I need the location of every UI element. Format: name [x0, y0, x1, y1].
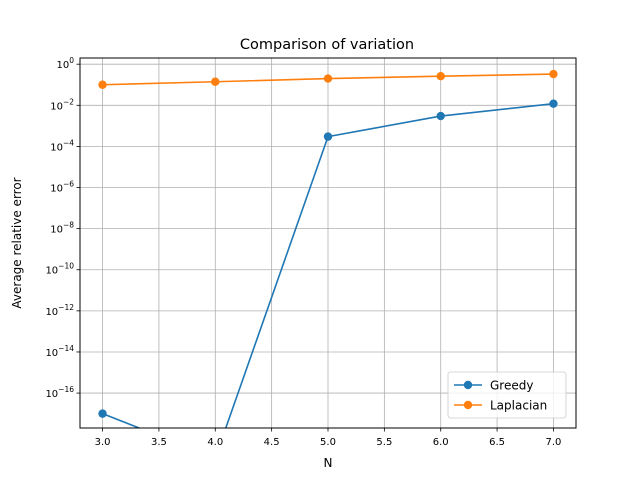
- chart-title: Comparison of variation: [240, 37, 414, 53]
- laplacian-point: [436, 72, 445, 81]
- plot-clip-group: [98, 69, 558, 428]
- x-tick-label: 5.0: [320, 437, 336, 448]
- y-tick-label: 100: [56, 56, 74, 71]
- laplacian-point: [98, 80, 107, 89]
- y-tick-exponent: 0: [69, 56, 74, 65]
- y-tick-exponent: −6: [63, 180, 74, 189]
- y-tick-label: 10−16: [45, 385, 74, 400]
- y-tick-mantissa: 10: [45, 307, 58, 318]
- y-tick-exponent: −14: [58, 344, 74, 353]
- y-tick-mantissa: 10: [56, 60, 69, 71]
- y-tick-label: 10−10: [45, 262, 74, 277]
- y-tick-exponent: −12: [58, 303, 74, 312]
- legend-greedy-label: Greedy: [490, 379, 533, 393]
- legend-box: [447, 371, 567, 419]
- x-axis: 3.0 3.5 4.0 4.5 5.0 5.5 6.0 6.5 7.0: [95, 428, 562, 448]
- y-tick-mantissa: 10: [50, 142, 63, 153]
- greedy-point: [549, 99, 558, 108]
- y-tick-label: 10−2: [50, 97, 74, 112]
- y-tick-label: 10−4: [50, 138, 74, 153]
- laplacian-point: [549, 69, 558, 79]
- laplacian-point: [323, 74, 333, 83]
- x-tick-label: 3.0: [95, 437, 111, 448]
- greedy-line: [102, 102, 554, 428]
- y-tick-mantissa: 10: [45, 266, 58, 277]
- y-tick-label: 10−14: [45, 344, 74, 359]
- y-tick-label: 10−6: [50, 180, 74, 195]
- legend-laplacian-marker: [463, 400, 473, 410]
- y-tick-exponent: −10: [58, 262, 74, 271]
- plot-area: [98, 69, 558, 428]
- laplacian-series: [98, 69, 558, 89]
- y-tick-mantissa: 10: [50, 225, 63, 236]
- legend-laplacian-label: Laplacian: [490, 399, 547, 413]
- x-tick-label: 3.5: [151, 437, 167, 448]
- greedy-point: [98, 409, 107, 418]
- y-tick-exponent: −2: [63, 97, 74, 106]
- greedy-series: [98, 99, 558, 428]
- x-tick-label: 4.5: [264, 437, 280, 448]
- y-tick-mantissa: 10: [50, 101, 63, 112]
- y-tick-exponent: −16: [58, 385, 74, 394]
- y-axis-label: Average relative error: [10, 177, 24, 308]
- greedy-point: [323, 132, 333, 141]
- y-tick-label: 10−12: [45, 303, 74, 318]
- y-tick-mantissa: 10: [45, 389, 58, 400]
- greedy-point: [436, 111, 445, 121]
- x-tick-label: 5.5: [376, 437, 392, 448]
- x-axis-label: N: [324, 456, 333, 470]
- x-tick-label: 4.0: [207, 437, 223, 448]
- y-tick-mantissa: 10: [50, 184, 63, 195]
- legend: Greedy Laplacian: [447, 371, 567, 419]
- y-tick-exponent: −8: [63, 221, 74, 230]
- grid: [80, 58, 576, 428]
- y-tick-exponent: −4: [63, 138, 74, 147]
- legend-greedy-marker: [463, 380, 473, 390]
- laplacian-point: [211, 77, 220, 86]
- x-tick-label: 7.0: [546, 437, 562, 448]
- x-tick-label: 6.0: [433, 437, 449, 448]
- y-tick-mantissa: 10: [45, 348, 58, 359]
- y-tick-label: 10−8: [50, 221, 74, 236]
- x-tick-label: 6.5: [489, 437, 505, 448]
